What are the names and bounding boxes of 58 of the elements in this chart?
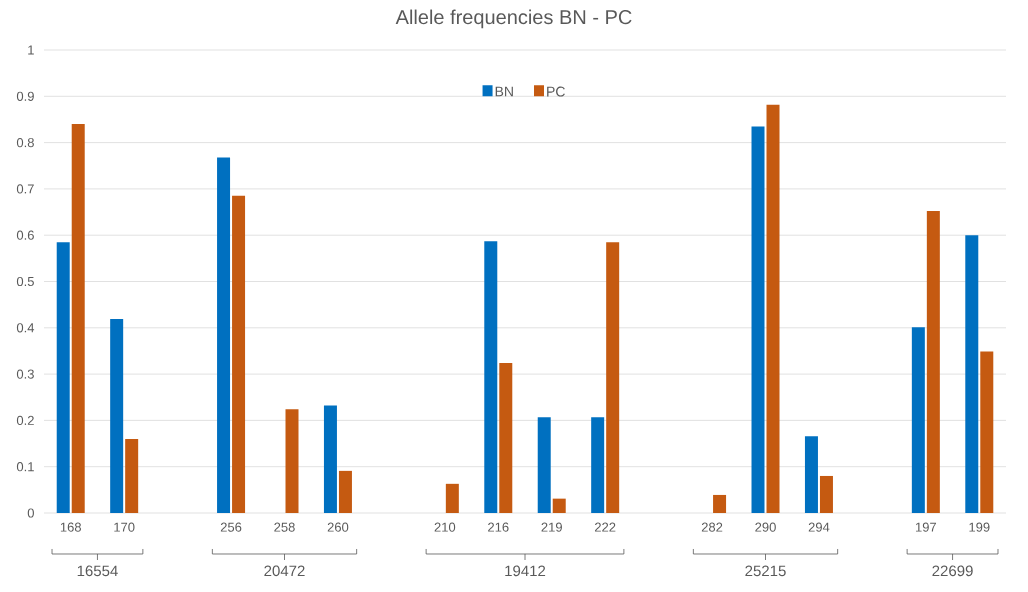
x-tick-label: 210 — [434, 522, 456, 532]
bar — [338, 470, 352, 513]
text: 16554 — [77, 565, 118, 577]
y-tick-label: 0.1 — [16, 462, 34, 472]
bar — [537, 417, 551, 513]
y-tick-label: 0.7 — [16, 184, 34, 194]
bar — [980, 351, 994, 513]
bar — [926, 211, 940, 513]
bar — [56, 242, 70, 513]
x-tick-label: 256 — [220, 522, 242, 532]
bar — [217, 157, 231, 513]
x-tick-label: 282 — [701, 522, 723, 532]
legend-label: PC — [547, 86, 565, 97]
bar — [323, 405, 337, 513]
x-tick-label: 219 — [541, 522, 562, 532]
text: 20472 — [264, 565, 305, 577]
x-tick-label: 216 — [488, 522, 509, 532]
y-tick-label: 0.8 — [16, 137, 34, 148]
y-tick-label: 0.4 — [16, 323, 35, 333]
bar — [713, 494, 727, 513]
x-tick-label: 290 — [755, 522, 776, 532]
y-tick-label: 0.5 — [16, 276, 34, 287]
y-tick-label: 0 — [27, 508, 34, 518]
x-tick-label: 199 — [969, 522, 990, 532]
bar — [110, 319, 124, 513]
text: 25215 — [745, 565, 786, 577]
text: 22699 — [932, 565, 973, 577]
bar — [965, 235, 979, 513]
bar — [125, 438, 139, 513]
y-tick-label: 0.9 — [16, 91, 34, 101]
bar — [606, 242, 620, 513]
bar — [766, 104, 780, 513]
bar — [591, 417, 605, 513]
bar — [499, 362, 513, 513]
x-tick-label: 260 — [327, 522, 349, 532]
y-tick-label: 1 — [28, 45, 34, 55]
bar — [285, 409, 299, 513]
bar — [804, 436, 818, 513]
y-tick-label: 0.3 — [16, 369, 34, 379]
bar — [751, 126, 765, 513]
bar — [819, 475, 833, 513]
chart-title: Allele frequencies BN - PC — [395, 9, 632, 29]
bar — [552, 498, 566, 513]
bar — [484, 241, 498, 513]
bar — [232, 195, 246, 513]
x-tick-label: 197 — [915, 522, 937, 532]
bar — [911, 327, 925, 513]
x-tick-label: 294 — [808, 522, 830, 532]
x-tick-label: 170 — [114, 522, 135, 532]
x-tick-label: 168 — [60, 522, 81, 532]
legend-label: BN — [495, 86, 513, 97]
y-tick-label: 0.6 — [16, 230, 34, 240]
bar — [445, 483, 459, 513]
bar — [71, 124, 85, 513]
x-tick-label: 258 — [274, 522, 295, 532]
text: 19412 — [505, 565, 546, 577]
x-tick-label: 222 — [594, 522, 616, 532]
y-tick-label: 0.2 — [16, 415, 34, 425]
